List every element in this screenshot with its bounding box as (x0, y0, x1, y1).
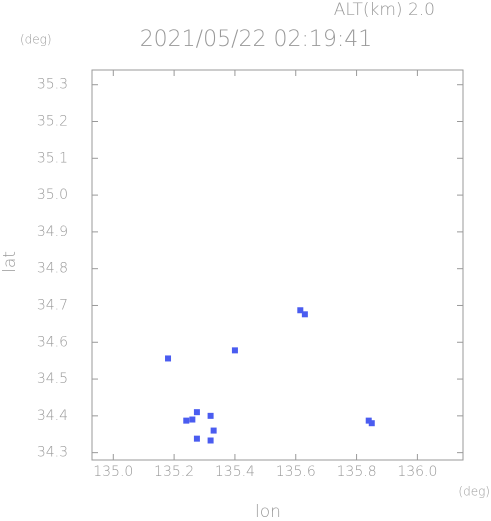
echo-point (207, 412, 214, 419)
y-tick-label: 34.6 (37, 334, 68, 350)
echo-point (210, 427, 217, 434)
echo-point (165, 355, 172, 362)
x-unit: (deg) (458, 485, 490, 499)
y-tick-label: 34.8 (37, 261, 68, 277)
echo-point (189, 416, 196, 423)
echo-point (207, 437, 214, 444)
echo-point (193, 409, 200, 416)
x-tick-label: 136.0 (397, 464, 437, 480)
plot-frame (91, 69, 464, 461)
y-tick-label: 35.0 (37, 187, 68, 203)
echo-point (193, 435, 200, 442)
x-tick-label: 135.4 (215, 464, 255, 480)
echo-point (231, 347, 238, 354)
y-tick-label: 34.9 (37, 224, 68, 240)
y-tick-label: 35.3 (37, 77, 68, 93)
x-tick-label: 135.6 (276, 464, 316, 480)
y-tick-label: 34.3 (37, 445, 68, 461)
y-label: lat (0, 251, 20, 273)
y-tick-label: 35.1 (37, 150, 68, 166)
x-tick-label: 135.0 (93, 464, 133, 480)
y-tick-label: 34.5 (37, 371, 68, 387)
x-tick-label: 135.2 (154, 464, 194, 480)
echo-point (183, 417, 190, 424)
x-tick-label: 135.8 (337, 464, 377, 480)
subtitle: ALT(km) 2.0 (334, 0, 435, 20)
y-tick-label: 34.4 (37, 408, 68, 424)
y-tick-label: 35.2 (37, 114, 68, 130)
echo-point (365, 417, 372, 424)
x-label: lon (255, 502, 281, 521)
echo-point (368, 420, 375, 427)
y-unit: (deg) (20, 33, 52, 47)
chart-title: 2021/05/22 02:19:41 (140, 27, 373, 52)
echo-point (297, 307, 304, 314)
y-tick-label: 34.7 (37, 297, 68, 313)
echo-point (301, 311, 308, 318)
